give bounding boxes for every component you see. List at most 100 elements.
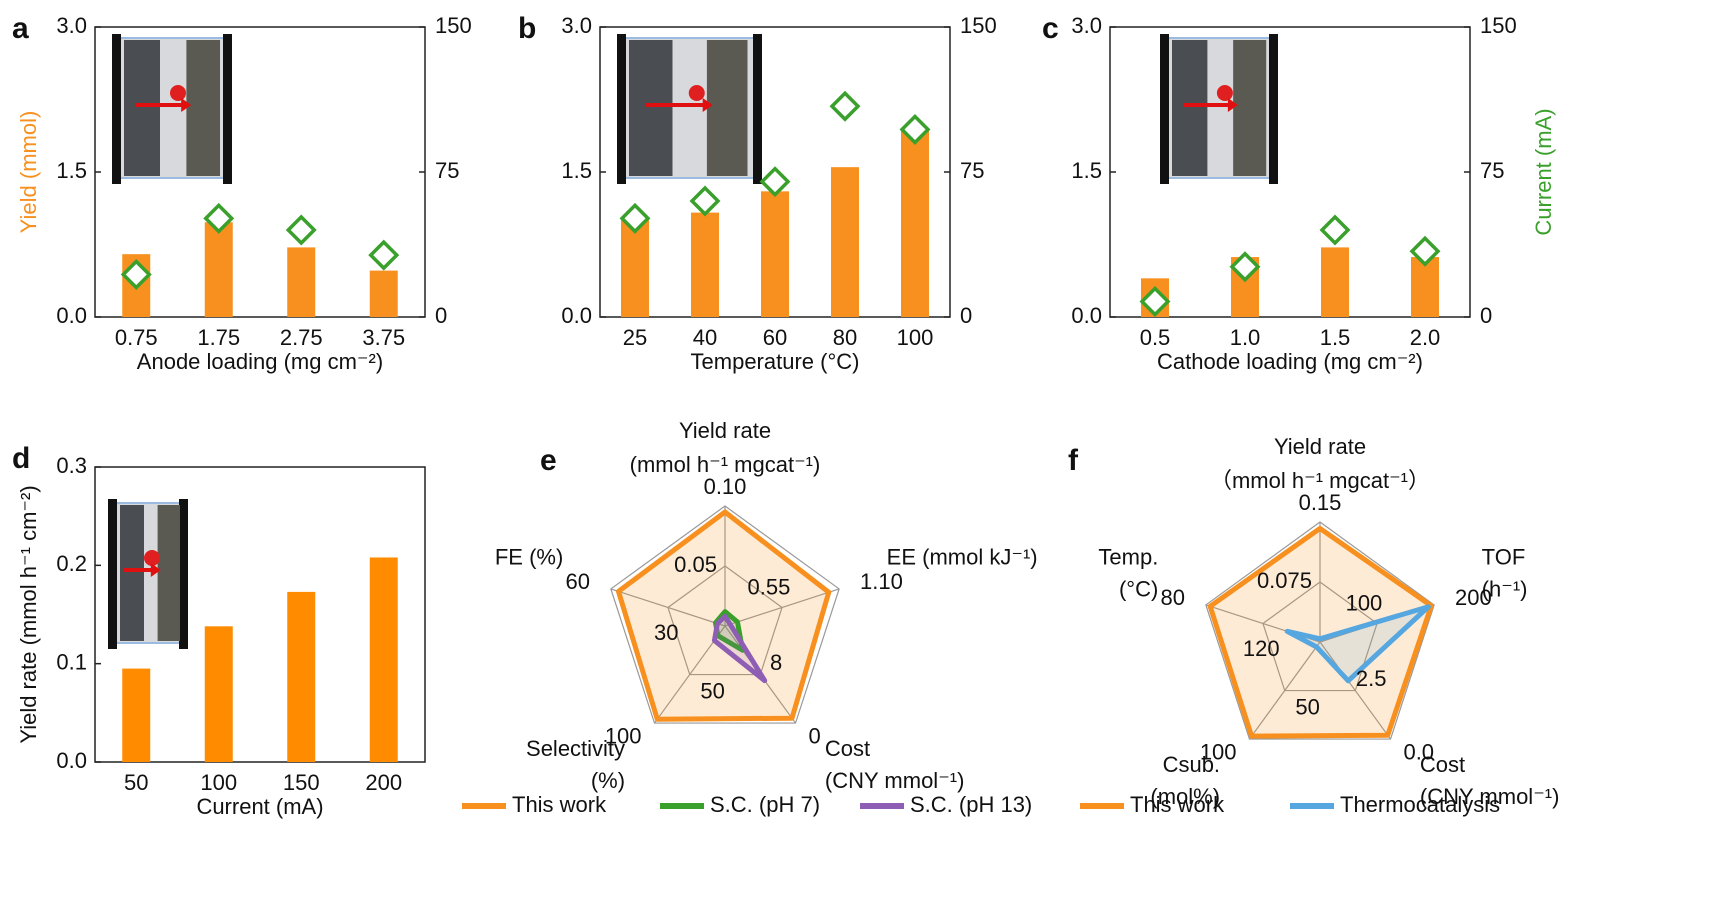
x-tick-label: 1.5 <box>1320 325 1351 350</box>
diamond-marker <box>368 239 400 271</box>
inset-plate <box>753 34 762 184</box>
y-tick-label: 3.0 <box>1071 13 1102 38</box>
panel-label: d <box>12 442 30 475</box>
radar-axis-label: Selectivity <box>526 736 625 761</box>
radar-axis-label: (CNY mmol⁻¹) <box>1420 784 1560 809</box>
radar-axis-label: (mol%) <box>1150 784 1220 809</box>
inset-plate <box>617 34 626 184</box>
spoke <box>1248 641 1321 740</box>
y-tick-label: 0.0 <box>561 303 592 328</box>
radar-axis-label: EE (mmol kJ⁻¹) <box>887 545 1038 570</box>
radar-tick-label: 0.0 <box>1403 739 1434 764</box>
radar-tick-label: 0.075 <box>1257 568 1312 593</box>
inset-electrode <box>706 40 748 176</box>
diamond-marker <box>759 166 791 198</box>
diamond-marker <box>1139 286 1171 318</box>
x-tick-label: 1.0 <box>1230 325 1261 350</box>
inset-electrode <box>629 40 673 176</box>
grid-ring <box>667 565 783 676</box>
grid-ring <box>610 505 840 724</box>
y-axis-label: Yield rate (mmol h⁻¹ cm⁻²) <box>16 485 41 743</box>
panel-label: a <box>12 12 29 45</box>
x-axis-label: Current (mA) <box>196 794 323 819</box>
diamond-marker <box>1229 251 1261 283</box>
inset-plate <box>1160 34 1169 184</box>
inset-electrode <box>157 505 180 641</box>
x-tick-label: 0.75 <box>115 325 158 350</box>
bar <box>287 247 316 317</box>
bar <box>122 668 151 762</box>
inset-electrode <box>1172 40 1208 176</box>
radar-axis-label: (mmol h⁻¹ mgcat⁻¹) <box>630 452 821 477</box>
y2-tick-label: 150 <box>1480 13 1517 38</box>
y-tick-label: 0.0 <box>1071 303 1102 328</box>
panel-label: c <box>1042 12 1059 45</box>
bar <box>761 191 789 317</box>
inset-ball <box>144 550 160 566</box>
bar <box>204 222 233 317</box>
y2-tick-label: 75 <box>1480 158 1504 183</box>
radar-tick-label: 100 <box>1346 590 1383 615</box>
bar <box>204 626 233 762</box>
x-tick-label: 200 <box>365 770 402 795</box>
x-tick-label: 1.75 <box>197 325 240 350</box>
y-tick-label: 0.0 <box>56 303 87 328</box>
legend-label: S.C. (pH 13) <box>910 792 1032 817</box>
x-axis-label: Temperature (°C) <box>691 349 860 374</box>
inset-arrowhead <box>181 98 192 112</box>
radar-tick-label: 0.10 <box>704 474 747 499</box>
radar-axis-label: (CNY mmol⁻¹) <box>825 768 965 793</box>
legend-label: S.C. (pH 7) <box>710 792 820 817</box>
radar-tick-label: 100 <box>605 723 642 748</box>
y2-tick-label: 150 <box>960 13 997 38</box>
diamond-marker <box>829 90 861 122</box>
inset-electrode <box>120 505 144 641</box>
y2-tick-label: 75 <box>960 158 984 183</box>
radar-series <box>1207 525 1434 739</box>
radar-tick-label: 80 <box>1160 585 1184 610</box>
inset-plate <box>179 499 188 649</box>
x-tick-label: 3.75 <box>362 325 405 350</box>
inset-plate <box>108 499 117 649</box>
bar <box>691 212 719 317</box>
radar-axis-label: FE (%) <box>495 545 563 570</box>
x-axis-label: Anode loading (mg cm⁻²) <box>137 349 383 374</box>
radar-axis-label: (%) <box>591 768 625 793</box>
x-axis-label: Cathode loading (mg cm⁻²) <box>1157 349 1423 374</box>
inset-arrowhead <box>150 563 161 577</box>
x-tick-label: 40 <box>693 325 717 350</box>
radar-tick-label: 100 <box>1200 739 1237 764</box>
inset-plate <box>1269 34 1278 184</box>
y-tick-label: 3.0 <box>56 13 87 38</box>
radar-axis-label: Yield rate <box>1274 434 1366 459</box>
bar <box>621 220 649 317</box>
legend-label: This work <box>512 792 607 817</box>
panel-label: b <box>518 12 536 45</box>
legend-label: Thermocatalysis <box>1340 792 1500 817</box>
y-tick-label: 3.0 <box>561 13 592 38</box>
grid-ring <box>1262 581 1378 692</box>
radar-series <box>711 613 768 684</box>
radar-tick-label: 2.5 <box>1356 666 1387 691</box>
x-tick-label: 100 <box>897 325 934 350</box>
radar-axis-label: （mmol h⁻¹ mgcat⁻¹） <box>1210 468 1430 493</box>
radar-tick-label: 1.10 <box>860 569 903 594</box>
y-tick-label: 0.3 <box>56 453 87 478</box>
x-tick-label: 2.0 <box>1410 325 1441 350</box>
radar-axis-label: (°C) <box>1119 577 1158 602</box>
x-tick-label: 150 <box>283 770 320 795</box>
radar-tick-label: 0 <box>808 723 820 748</box>
radar-axis-label: Yield rate <box>679 418 771 443</box>
diamond-marker <box>285 214 317 246</box>
y2-tick-label: 0 <box>1480 303 1492 328</box>
x-tick-label: 80 <box>833 325 857 350</box>
y-tick-label: 1.5 <box>561 158 592 183</box>
inset-arrowhead <box>1227 98 1238 112</box>
bar <box>1411 257 1439 317</box>
diamond-marker <box>203 202 235 234</box>
y2-tick-label: 150 <box>435 13 472 38</box>
spoke <box>1319 641 1392 740</box>
y2-tick-label: 0 <box>435 303 447 328</box>
inset-ball <box>170 85 186 101</box>
